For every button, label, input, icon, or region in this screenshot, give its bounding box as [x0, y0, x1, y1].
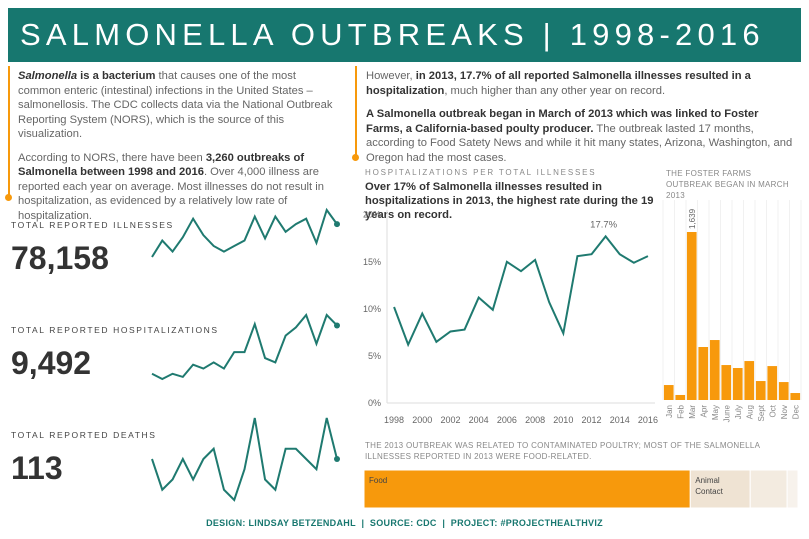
bar [721, 365, 732, 400]
x-tick-label: Oct [768, 404, 777, 417]
x-tick-label: Feb [676, 404, 685, 418]
text: Salmonella [18, 70, 78, 82]
x-tick-label: 2000 [412, 415, 432, 425]
bar [778, 382, 789, 400]
bar [686, 232, 697, 400]
text: is a bacterium [77, 70, 156, 82]
segment-label: Animal Contact [695, 476, 723, 496]
segment [749, 469, 788, 509]
text: , much higher than any other year on rec… [444, 84, 666, 97]
bar [709, 340, 720, 400]
text: A Salmonella outbreak began in March of … [366, 108, 759, 135]
end-dot [334, 221, 340, 228]
sparkline [151, 417, 338, 502]
segment-label-line: Animal [695, 476, 722, 485]
x-tick-label: 2010 [553, 415, 573, 425]
y-tick-label: 20% [363, 210, 381, 220]
credit: SOURCE: CDC [369, 518, 437, 528]
segment [363, 469, 691, 509]
x-tick-label: Dec [791, 405, 800, 419]
bar [767, 366, 778, 400]
end-dot [334, 456, 340, 462]
credit: DESIGN: LINDSAY BETZENDAHL [206, 518, 356, 528]
segment-label: Food [369, 476, 387, 485]
credit: PROJECT: #PROJECTHEALTHVIZ [450, 518, 603, 528]
x-tick-label: June [722, 404, 731, 422]
chart-title: THE FOSTER FARMS OUTBREAK BEGAN IN MARCH… [666, 169, 789, 200]
x-tick-label: 2002 [440, 415, 460, 425]
segment-label-line: Contact [695, 487, 723, 496]
text: in 2013, 17.7% of all reported Salmonell… [366, 70, 751, 97]
y-tick-label: 10% [363, 304, 381, 314]
x-tick-label: 2012 [582, 415, 602, 425]
x-tick-label: 2004 [469, 415, 489, 425]
text: However, [366, 70, 416, 82]
paragraph: According to NORS, there have been 3,260… [18, 151, 340, 224]
text: that causes one of the most common enter… [18, 70, 333, 140]
bar [744, 361, 755, 400]
kpi-value: 78,158 [11, 240, 109, 276]
sparkline [151, 207, 338, 258]
x-tick-label: July [734, 405, 743, 419]
y-tick-label: 0% [368, 398, 381, 408]
x-tick-label: 2014 [610, 415, 630, 425]
page-title: SALMONELLA OUTBREAKS | 1998-2016 [20, 17, 765, 52]
sparkline [151, 313, 338, 381]
bar [755, 381, 766, 400]
paragraph: However, in 2013, 17.7% of all reported … [366, 69, 796, 98]
bar [675, 394, 686, 400]
accent-dot [5, 194, 12, 201]
kpi-label: TOTAL REPORTED ILLNESSES [11, 220, 174, 230]
bar [790, 393, 801, 400]
line [393, 234, 649, 348]
y-tick-label: 5% [368, 351, 381, 361]
chart-title: THE 2013 OUTBREAK WAS RELATED TO CONTAMI… [365, 441, 760, 461]
footer: DESIGN: LINDSAY BETZENDAHL | SOURCE: CDC… [206, 518, 603, 528]
kpi-value: 9,492 [11, 345, 91, 381]
x-tick-label: 2008 [525, 415, 545, 425]
text: 3,260 outbreaks of Salmonella between 19… [18, 151, 305, 179]
value-label: 1,639 [688, 208, 697, 229]
x-tick-label: 2006 [497, 415, 517, 425]
story: However, in 2013, 17.7% of all reported … [366, 69, 796, 174]
x-tick-label: Aug [745, 405, 754, 419]
x-tick-label: Sept [757, 404, 766, 421]
end-dot [334, 322, 340, 329]
accent-dot [352, 154, 359, 161]
x-tick-label: Nov [780, 405, 789, 419]
kpi-label: TOTAL REPORTED DEATHS [11, 430, 157, 440]
value-label: 17.7% [590, 219, 617, 230]
intro: Salmonella is a bacterium that causes on… [18, 69, 340, 232]
x-tick-label: 1998 [384, 415, 404, 425]
text: . Over 4,000 illness are reported each y… [18, 166, 324, 222]
chart-title: HOSPITALIZATIONS PER TOTAL ILLNESSES [365, 168, 597, 177]
kpi-label: TOTAL REPORTED HOSPITALIZATIONS [11, 325, 219, 335]
bar [732, 368, 743, 400]
x-tick-label: May [711, 405, 720, 420]
segment [786, 469, 799, 509]
header: SALMONELLA OUTBREAKS | 1998-2016 [8, 8, 801, 62]
segment [689, 469, 751, 509]
bar [698, 347, 709, 400]
accent-line [355, 66, 357, 156]
accent-line [8, 66, 10, 196]
paragraph: A Salmonella outbreak began in March of … [366, 107, 796, 165]
bar [663, 385, 674, 400]
x-tick-label: Jan [665, 405, 674, 418]
text: According to NORS, there have been [18, 151, 206, 164]
text: The outbreak lasted 17 months, according… [366, 122, 793, 164]
y-tick-label: 15% [363, 257, 381, 267]
paragraph: Salmonella is a bacterium that causes on… [18, 69, 340, 142]
x-tick-label: Mar [688, 405, 697, 419]
x-tick-label: 2016 [638, 415, 658, 425]
kpi-value: 113 [11, 450, 63, 486]
x-tick-label: Apr [699, 405, 708, 418]
